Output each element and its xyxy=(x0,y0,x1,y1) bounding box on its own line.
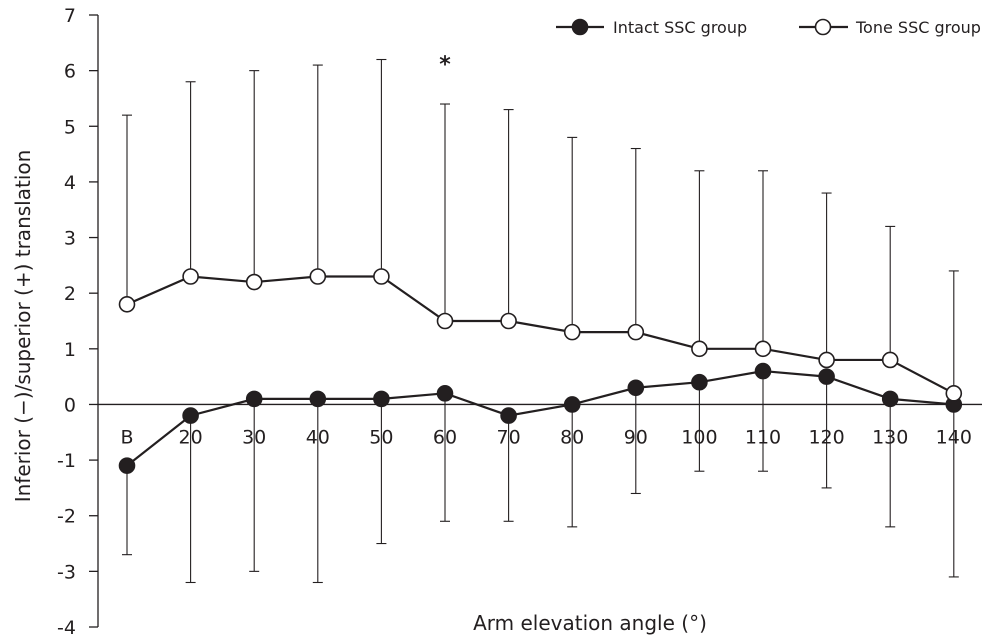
data-point-filled xyxy=(309,390,327,408)
y-axis-title: Inferior (−)/superior (+) translation xyxy=(11,150,35,503)
legend-label: Tone SSC group xyxy=(855,18,981,37)
data-point-filled xyxy=(118,457,136,474)
significance-marker: * xyxy=(439,53,451,78)
data-point-open xyxy=(754,340,772,358)
y-tick-label: 5 xyxy=(64,116,76,138)
data-point-open xyxy=(182,268,199,285)
series-line-1 xyxy=(126,369,954,467)
data-point-open xyxy=(309,268,327,285)
data-point-open xyxy=(500,312,517,330)
data-point-filled xyxy=(881,390,899,408)
y-tick-label: 4 xyxy=(64,172,76,194)
series-markers xyxy=(118,268,963,474)
y-tick-label: -3 xyxy=(57,561,76,583)
error-bars xyxy=(122,58,959,584)
data-point-open xyxy=(118,296,136,313)
data-point-filled xyxy=(245,390,263,408)
y-tick-label: -4 xyxy=(57,617,76,639)
y-tick-label: -2 xyxy=(57,506,76,528)
data-point-filled xyxy=(627,379,645,397)
data-point-filled xyxy=(754,362,772,380)
data-point-filled xyxy=(818,368,835,385)
chart-labels: Arm elevation angle (°) Inferior (−)/supe… xyxy=(11,53,707,635)
data-point-open xyxy=(945,385,963,402)
data-point-open xyxy=(881,351,899,369)
y-tick-label: 6 xyxy=(64,61,76,83)
data-point-filled xyxy=(563,396,581,413)
data-point-open xyxy=(818,351,835,369)
data-point-filled xyxy=(436,385,454,402)
data-point-open xyxy=(245,273,263,291)
x-axis-title: Arm elevation angle (°) xyxy=(473,611,707,635)
x-tick-label: B xyxy=(120,426,133,448)
data-point-filled xyxy=(691,373,708,391)
data-point-open xyxy=(563,323,581,341)
data-point-open xyxy=(436,312,454,330)
data-point-open xyxy=(627,323,645,341)
y-tick-label: 1 xyxy=(64,339,76,361)
y-tick-label: 2 xyxy=(64,283,76,305)
data-point-filled xyxy=(373,390,390,408)
series-line-2 xyxy=(126,275,955,395)
y-tick-label: 0 xyxy=(64,394,76,416)
series-lines xyxy=(126,275,955,467)
legend-marker xyxy=(814,18,832,36)
data-point-filled xyxy=(182,407,199,424)
legend-label: Intact SSC group xyxy=(613,18,747,37)
y-tick-label: 3 xyxy=(64,228,76,250)
data-point-open xyxy=(373,268,390,285)
data-point-open xyxy=(691,340,708,358)
y-tick-label: -1 xyxy=(57,450,76,472)
legend: Intact SSC group Tone SSC group xyxy=(556,18,981,37)
legend-marker xyxy=(571,18,589,36)
y-tick-label: 7 xyxy=(64,5,76,27)
data-point-filled xyxy=(500,407,517,424)
